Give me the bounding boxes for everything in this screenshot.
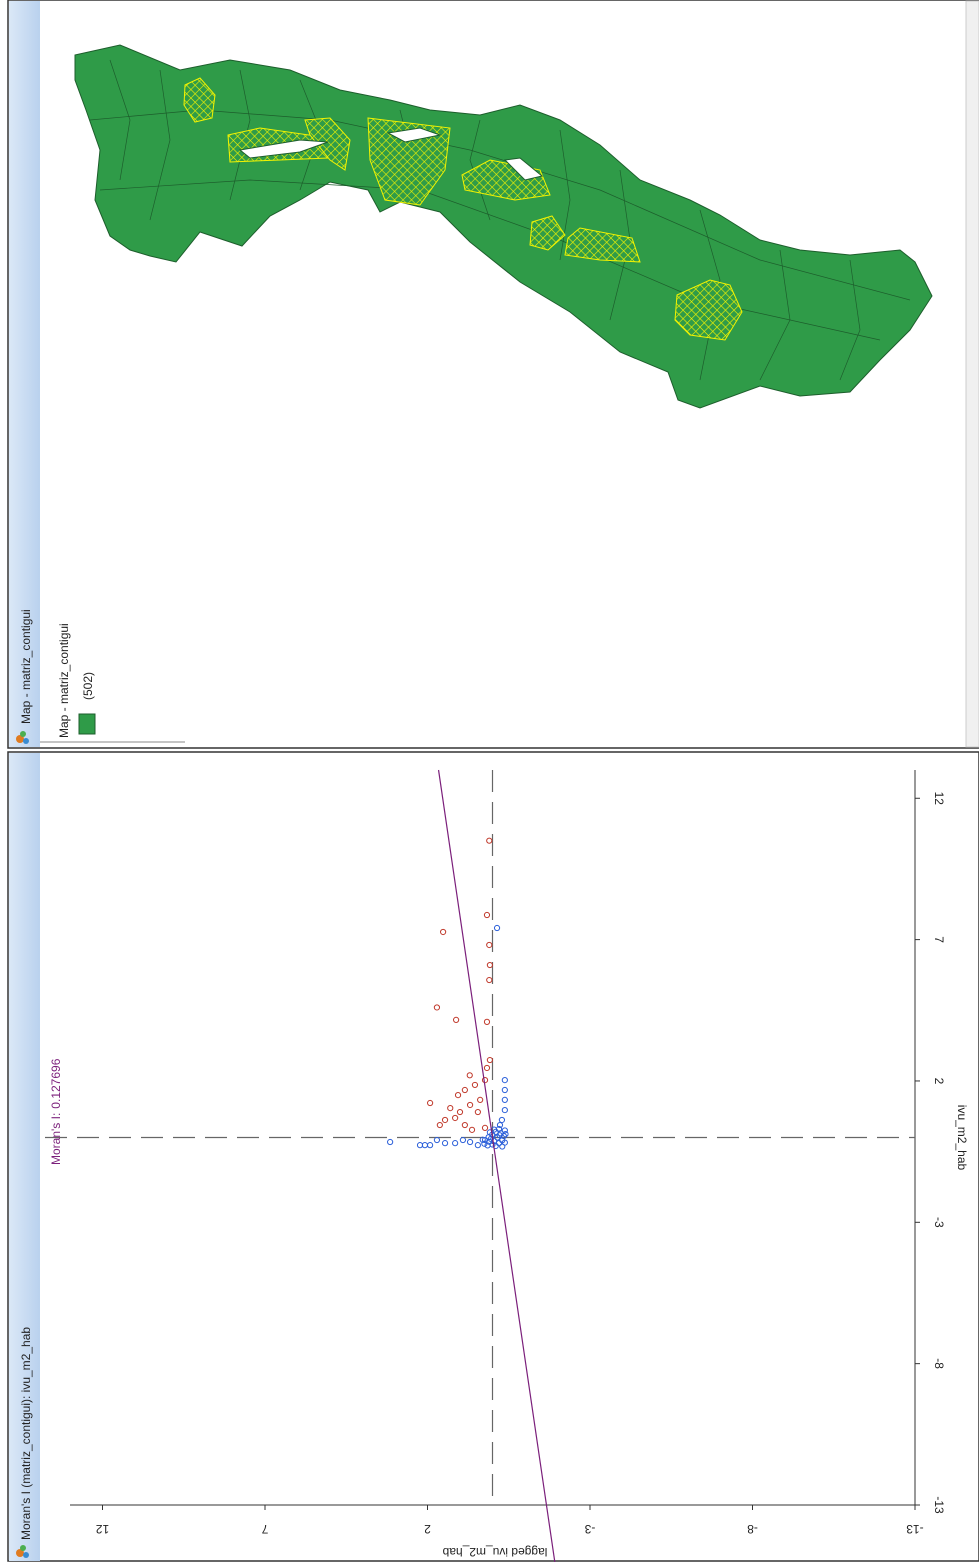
x-tick-label: -3: [932, 1217, 946, 1228]
page: {"windows": [ {"title": "Map - matriz_co…: [0, 0, 979, 1562]
y-tick-label: -3: [584, 1522, 595, 1536]
y-tick-label: -13: [906, 1522, 924, 1536]
x-axis-label: ivu_m2_hab: [955, 1105, 969, 1171]
window-title: Moran's I (matriz_contigui): ivu_m2_hab: [19, 1327, 33, 1540]
y-axis-label: lagged ivu_m2_hab: [442, 1545, 547, 1559]
x-tick-label: -13: [932, 1496, 946, 1514]
window-title: Map - matriz_contigui: [19, 609, 33, 724]
screen: Map - matriz_contigui Map - matriz_conti…: [0, 0, 979, 1562]
x-tick-label: 7: [932, 936, 946, 943]
legend-title: Map - matriz_contigui: [57, 623, 71, 738]
y-tick-label: 2: [424, 1522, 431, 1536]
legend-count: (502): [81, 672, 95, 700]
y-tick-label: 12: [96, 1522, 110, 1536]
x-tick-label: 2: [932, 1078, 946, 1085]
x-tick-label: 12: [932, 792, 946, 806]
moran-window: Moran's I (matriz_contigui): ivu_m2_hab: [8, 752, 979, 1561]
moran-value: 0.127696: [49, 1058, 63, 1108]
moran-label: Moran's I:: [49, 1113, 63, 1165]
x-tick-label: -8: [932, 1358, 946, 1369]
map-window: Map - matriz_contigui Map - matriz_conti…: [8, 0, 979, 748]
scrollbar: [966, 1, 979, 747]
y-tick-label: 7: [261, 1522, 268, 1536]
y-tick-label: -8: [747, 1522, 758, 1536]
legend-swatch: [79, 714, 95, 734]
